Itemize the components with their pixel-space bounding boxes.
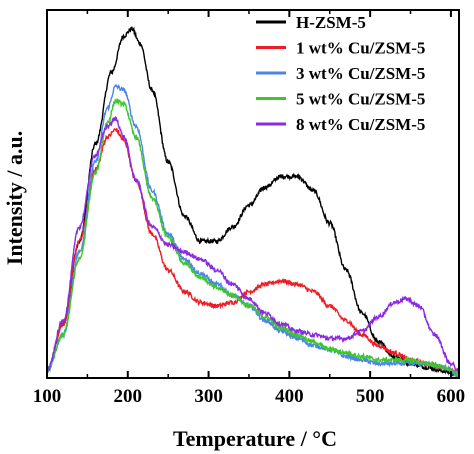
x-tick-label: 400 bbox=[275, 386, 304, 407]
x-tick-label: 500 bbox=[356, 386, 385, 407]
legend: H-ZSM-5 1 wt% Cu/ZSM-5 3 wt% Cu/ZSM-5 5 wt%… bbox=[256, 13, 425, 134]
legend-label-4: 5 wt% Cu/ZSM-5 bbox=[296, 90, 425, 109]
series-line-1 bbox=[46, 26, 460, 377]
series-line-4 bbox=[46, 97, 460, 377]
series-line-3 bbox=[46, 84, 460, 379]
x-tick-label: 300 bbox=[194, 386, 223, 407]
legend-label-3: 3 wt% Cu/ZSM-5 bbox=[296, 64, 425, 83]
x-tick-label: 200 bbox=[114, 386, 143, 407]
x-tick-label: 600 bbox=[437, 386, 466, 407]
x-axis-label: Temperature / °C bbox=[173, 426, 337, 451]
legend-label-2: 1 wt% Cu/ZSM-5 bbox=[296, 39, 425, 58]
series-line-2 bbox=[46, 127, 460, 377]
series-line-5 bbox=[46, 115, 459, 375]
x-tick-label: 100 bbox=[33, 386, 62, 407]
legend-label-1: H-ZSM-5 bbox=[296, 13, 366, 32]
plot-area bbox=[46, 9, 460, 379]
axis-ticks: 100 200 300 400 500 600 bbox=[33, 10, 465, 407]
y-axis-label: Intensity / a.u. bbox=[2, 131, 27, 265]
legend-label-5: 8 wt% Cu/ZSM-5 bbox=[296, 115, 425, 134]
plot-frame bbox=[46, 9, 460, 379]
